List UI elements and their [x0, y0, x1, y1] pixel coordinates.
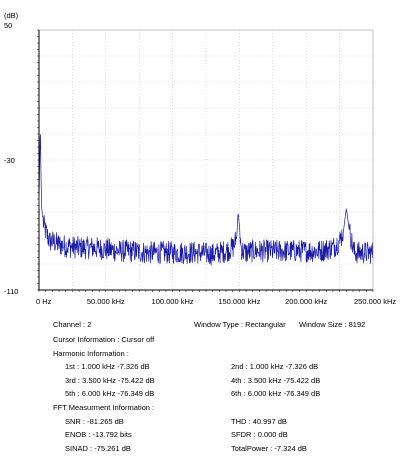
x-tick-label: 100.000 kHz [152, 297, 194, 306]
sinad-value: -75.261 dB [94, 444, 131, 453]
harmonic-5th: 5th : 6.000 kHz -76.349 dB [65, 390, 154, 398]
sinad-label: SINAD : [65, 444, 93, 453]
total-power-value: -7.324 dB [274, 444, 307, 453]
harmonic-value: 3.500 kHz -75.422 dB [247, 376, 321, 385]
channel-value: 2 [87, 320, 92, 329]
harmonic-label: 6th : [231, 389, 246, 398]
harmonic-label: 5th : [65, 389, 80, 398]
thd-value: 40.997 dB [252, 417, 287, 426]
x-tick-label: 150.000 kHz [218, 297, 260, 306]
harmonic-label: 1st : [65, 362, 80, 371]
sfdr-label: SFDR : [231, 430, 256, 439]
harmonic-value: 6.000 kHz -76.349 dB [247, 389, 321, 398]
channel-label: Channel : [53, 320, 86, 329]
enob-value: -13.792 bits [92, 430, 132, 439]
spectrum-trace [38, 134, 374, 266]
harmonic-4th: 4th : 3.500 kHz -75.422 dB [231, 377, 320, 385]
window-size-info: Window Size : 8192 [299, 321, 365, 329]
y-tick-label: -110 [4, 287, 18, 296]
window-size-label: Window Size : [299, 320, 347, 329]
harmonic-value: 1.000 kHz -7.326 dB [81, 362, 150, 371]
y-axis-unit: (dB) [4, 11, 19, 20]
snr-value: -81.265 dB [87, 417, 124, 426]
cursor-info: Cursor Information : Cursor off [53, 336, 154, 344]
harmonic-label: 3rd : [65, 376, 81, 385]
harmonic-2nd: 2nd : 1.000 kHz -7.326 dB [231, 363, 318, 371]
spectrum-line [38, 134, 374, 266]
total-power-label: TotalPower : [231, 444, 273, 453]
total-power-info: TotalPower : -7.324 dB [231, 445, 307, 453]
spectrum-chart: (dB)50 -30 -110 0 Hz 50.000 kHz 100.000 kHz 15… [4, 11, 396, 306]
x-tick-label: 200.000 kHz [285, 297, 327, 306]
harmonic-1st: 1st : 1.000 kHz -7.326 dB [65, 363, 150, 371]
channel-info: Channel : 2 [53, 321, 91, 329]
sfdr-info: SFDR : 0.000 dB [231, 431, 288, 439]
x-tick-label: 250.000 kHz [354, 297, 396, 306]
harmonic-value: 6.000 kHz -76.349 dB [81, 389, 155, 398]
harmonic-value: 3.500 kHz -75.422 dB [82, 376, 155, 385]
window-type-info: Window Type : Rectangular [194, 321, 286, 329]
chart-axes [37, 29, 374, 292]
harmonic-6th: 6th : 6.000 kHz -76.349 dB [231, 390, 320, 398]
cursor-value: Cursor off [121, 335, 155, 344]
enob-label: ENOB : [65, 430, 91, 439]
harmonic-3rd: 3rd : 3.500 kHz -75.422 dB [65, 377, 155, 385]
harmonic-value: 1.000 kHz -7.326 dB [249, 362, 319, 371]
window-size-value: 8192 [348, 320, 366, 329]
thd-info: THD : 40.997 dB [231, 418, 287, 426]
enob-info: ENOB : -13.792 bits [65, 431, 132, 439]
tick-labels: (dB)50 -30 -110 0 Hz 50.000 kHz 100.000 kHz 15… [4, 11, 396, 306]
snr-info: SNR : -81.265 dB [65, 418, 124, 426]
cursor-label: Cursor Information : [53, 335, 120, 344]
window-type-label: Window Type : [194, 320, 244, 329]
harmonic-label: 4th : [231, 376, 246, 385]
thd-label: THD : [231, 417, 251, 426]
y-tick-label: -30 [4, 156, 15, 165]
snr-label: SNR : [65, 417, 86, 426]
sfdr-value: 0.000 dB [257, 430, 288, 439]
sinad-info: SINAD : -75.261 dB [65, 445, 131, 453]
x-tick-label: 0 Hz [36, 297, 52, 306]
harmonic-label: 2nd : [231, 362, 248, 371]
fft-title: FFT Measurment Information : [53, 403, 155, 412]
x-tick-label: 50.000 kHz [87, 297, 125, 306]
harmonic-title: Harmonic Information : [53, 349, 129, 358]
y-tick-label: 50 [4, 21, 12, 30]
window-type-value: Rectangular [245, 320, 286, 329]
